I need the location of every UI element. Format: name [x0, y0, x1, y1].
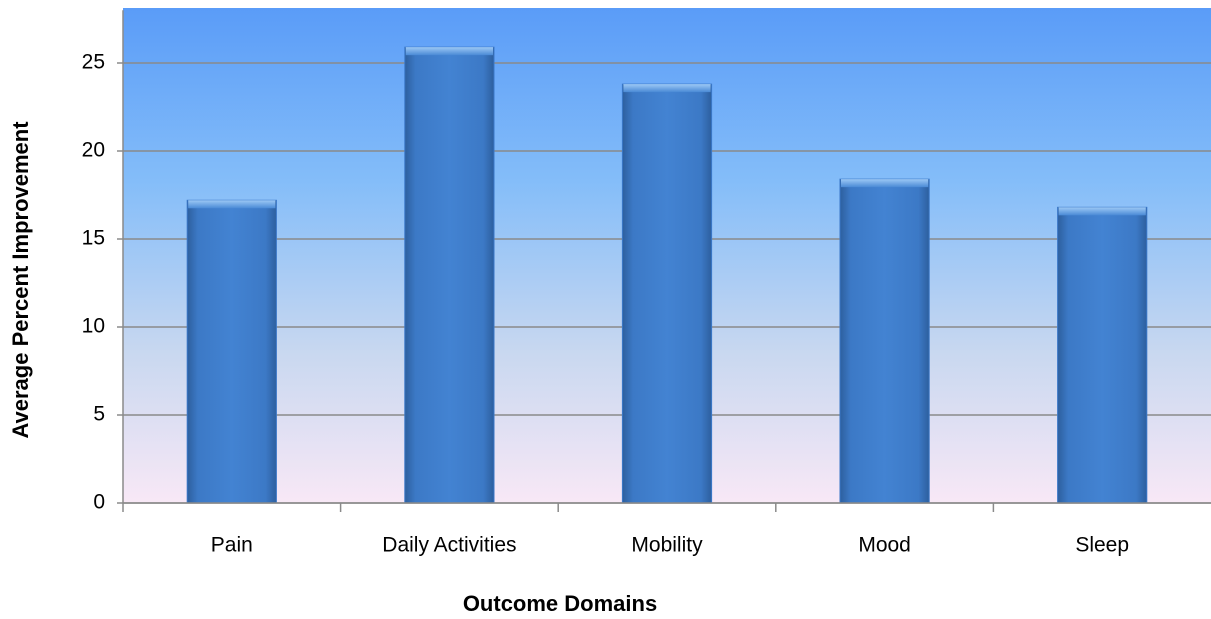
x-tick-label: Mood [858, 534, 911, 557]
x-axis-title: Outcome Domains [463, 591, 657, 616]
y-tick-label: 0 [93, 491, 105, 514]
x-tick-label: Daily Activities [382, 534, 516, 557]
bar [186, 199, 277, 504]
y-tick-label: 20 [82, 139, 105, 162]
x-tick-label: Mobility [631, 534, 703, 557]
bar [839, 178, 930, 504]
y-tick-label: 5 [93, 403, 105, 426]
y-axis-title: Average Percent Improvement [8, 121, 33, 439]
bar [404, 46, 495, 504]
y-tick-label: 10 [82, 315, 105, 338]
x-tick-label: Sleep [1075, 534, 1129, 557]
y-tick-label: 15 [82, 227, 105, 250]
y-tick-label: 25 [82, 51, 105, 74]
bar [1057, 206, 1148, 504]
bar [621, 83, 713, 504]
x-tick-label: Pain [211, 534, 253, 557]
